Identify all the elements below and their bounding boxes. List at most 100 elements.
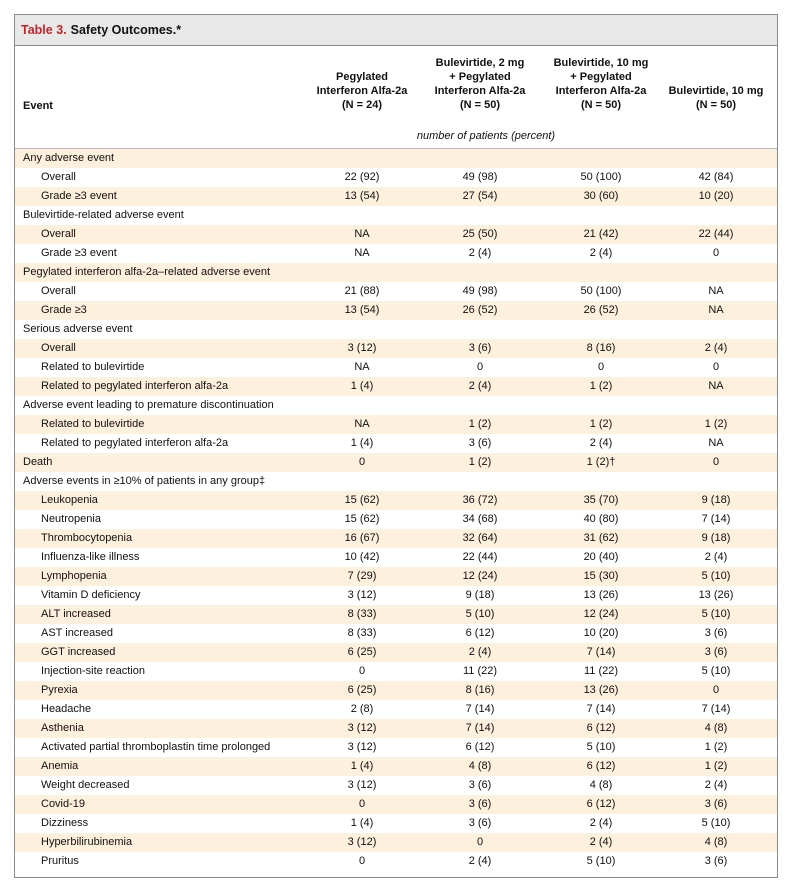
table-row: Pegylated interferon alfa-2a–related adv… bbox=[15, 263, 777, 282]
table-row: Injection-site reaction 0 11 (22) 11 (22) 5 … bbox=[15, 662, 777, 681]
row-value-col1: 21 (88) bbox=[344, 285, 380, 297]
row-value-col2: 4 (8) bbox=[468, 760, 492, 772]
row-label: Pegylated interferon alfa-2a–related adv… bbox=[23, 266, 271, 278]
table-row: Grade ≥3 event 13 (54) 27 (54) 30 (60) 10 (2… bbox=[15, 187, 777, 206]
row-value-col2: 36 (72) bbox=[462, 494, 498, 506]
row-value-col2: 3 (6) bbox=[468, 817, 492, 829]
row-value-col1: 8 (33) bbox=[347, 627, 377, 639]
row-value-col4: NA bbox=[708, 285, 724, 297]
row-value-col3: 6 (12) bbox=[586, 760, 616, 772]
row-value-col2: 11 (22) bbox=[462, 665, 498, 677]
row-value-col1: 0 bbox=[358, 798, 366, 810]
row-label: Adverse events in ≥10% of patients in an… bbox=[23, 475, 266, 487]
row-value-col2: 32 (64) bbox=[462, 532, 498, 544]
header-line: + Pegylated bbox=[449, 71, 511, 83]
table-row: ALT increased 8 (33) 5 (10) 12 (24) 5 (10) bbox=[15, 605, 777, 624]
header-line: (N = 50) bbox=[580, 99, 622, 111]
row-label: Grade ≥3 bbox=[41, 304, 87, 316]
row-value-col1: 13 (54) bbox=[344, 304, 380, 316]
table-row: Related to pegylated interferon alfa-2a 1… bbox=[15, 434, 777, 453]
row-value-col2: 5 (10) bbox=[465, 608, 495, 620]
row-value-col3: 2 (4) bbox=[589, 247, 613, 259]
row-value-col2: 3 (6) bbox=[468, 779, 492, 791]
header-line: Interferon Alfa-2a bbox=[434, 85, 526, 97]
row-value-col4: 9 (18) bbox=[701, 494, 731, 506]
row-value-col3: 26 (52) bbox=[583, 304, 619, 316]
row-value-col1: 13 (54) bbox=[344, 190, 380, 202]
table-row: Adverse event leading to premature disco… bbox=[15, 396, 777, 415]
row-value-col4: 22 (44) bbox=[698, 228, 734, 240]
row-value-col4: 2 (4) bbox=[704, 779, 728, 791]
row-label: Influenza-like illness bbox=[41, 551, 140, 563]
row-value-col2: 49 (98) bbox=[462, 171, 498, 183]
row-label: Grade ≥3 event bbox=[41, 247, 117, 259]
row-value-col3: 50 (100) bbox=[580, 171, 622, 183]
table-title-bar: Table 3. Safety Outcomes.* bbox=[15, 15, 777, 46]
row-value-col3: 21 (42) bbox=[583, 228, 619, 240]
table-row: Grade ≥3 event NA 2 (4) 2 (4) 0 bbox=[15, 244, 777, 263]
table-number: Table 3. bbox=[21, 23, 67, 37]
row-value-col3: 13 (26) bbox=[583, 589, 619, 601]
row-value-col4: 1 (2) bbox=[704, 760, 728, 772]
row-value-col2: 34 (68) bbox=[462, 513, 498, 525]
table-row: Pyrexia 6 (25) 8 (16) 13 (26) 0 bbox=[15, 681, 777, 700]
row-value-col4: 0 bbox=[712, 456, 720, 468]
table-row: Asthenia 3 (12) 7 (14) 6 (12) 4 (8) bbox=[15, 719, 777, 738]
row-value-col4: 3 (6) bbox=[704, 798, 728, 810]
row-value-col2: 3 (6) bbox=[468, 437, 492, 449]
row-value-col2: 7 (14) bbox=[465, 703, 495, 715]
row-value-col1: NA bbox=[354, 361, 370, 373]
row-value-col2: 2 (4) bbox=[468, 247, 492, 259]
table-row: Activated partial thromboplastin time pr… bbox=[15, 738, 777, 757]
header-col-bulevirtide-10mg: Bulevirtide, 10 mg (N = 50) bbox=[656, 84, 776, 112]
row-value-col1: 15 (62) bbox=[344, 513, 380, 525]
row-value-col3: 13 (26) bbox=[583, 684, 619, 696]
row-value-col4: NA bbox=[708, 380, 724, 392]
row-value-col4: 3 (6) bbox=[704, 627, 728, 639]
row-value-col1: 2 (8) bbox=[350, 703, 374, 715]
header-line: Bulevirtide, 2 mg bbox=[435, 57, 525, 69]
row-label: Overall bbox=[41, 342, 76, 354]
row-label: Related to pegylated interferon alfa-2a bbox=[41, 437, 229, 449]
header-line: Interferon Alfa-2a bbox=[555, 85, 647, 97]
row-value-col1: NA bbox=[354, 247, 370, 259]
row-value-col4: 4 (8) bbox=[704, 722, 728, 734]
header-event: Event bbox=[23, 100, 53, 112]
row-value-col1: 6 (25) bbox=[347, 684, 377, 696]
table-row: Related to bulevirtide NA 1 (2) 1 (2) 1 (2) bbox=[15, 415, 777, 434]
row-value-col4: 7 (14) bbox=[701, 703, 731, 715]
row-value-col1: 6 (25) bbox=[347, 646, 377, 658]
table-row: Lymphopenia 7 (29) 12 (24) 15 (30) 5 (10) bbox=[15, 567, 777, 586]
row-value-col3: 12 (24) bbox=[583, 608, 619, 620]
row-value-col3: 0 bbox=[597, 361, 605, 373]
row-value-col3: 1 (2)† bbox=[586, 456, 616, 468]
table-header: Event Pegylated Interferon Alfa-2a (N = 24… bbox=[15, 46, 777, 126]
table-row: Bulevirtide-related adverse event bbox=[15, 206, 777, 225]
row-value-col2: 2 (4) bbox=[468, 646, 492, 658]
table-row: Overall 21 (88) 49 (98) 50 (100) NA bbox=[15, 282, 777, 301]
row-label: Activated partial thromboplastin time pr… bbox=[41, 741, 271, 753]
units-label: number of patients (percent) bbox=[416, 130, 556, 142]
table-row: Overall 3 (12) 3 (6) 8 (16) 2 (4) bbox=[15, 339, 777, 358]
row-label: Weight decreased bbox=[41, 779, 130, 791]
row-value-col2: 2 (4) bbox=[468, 855, 492, 867]
table-row: Overall NA 25 (50) 21 (42) 22 (44) bbox=[15, 225, 777, 244]
table-row: Neutropenia 15 (62) 34 (68) 40 (80) 7 (14) bbox=[15, 510, 777, 529]
table-row: Vitamin D deficiency 3 (12) 9 (18) 13 (26) 1… bbox=[15, 586, 777, 605]
row-value-col3: 5 (10) bbox=[586, 741, 616, 753]
table-row: Thrombocytopenia 16 (67) 32 (64) 31 (62) 9 (… bbox=[15, 529, 777, 548]
table-row: Weight decreased 3 (12) 3 (6) 4 (8) 2 (4) bbox=[15, 776, 777, 795]
row-value-col1: NA bbox=[354, 228, 370, 240]
row-value-col2: 22 (44) bbox=[462, 551, 498, 563]
row-value-col3: 15 (30) bbox=[583, 570, 619, 582]
row-value-col3: 50 (100) bbox=[580, 285, 622, 297]
header-line: Bulevirtide, 10 mg bbox=[668, 85, 764, 97]
row-value-col4: 0 bbox=[712, 684, 720, 696]
row-label: Covid-19 bbox=[41, 798, 86, 810]
row-label: Pyrexia bbox=[41, 684, 78, 696]
row-label: GGT increased bbox=[41, 646, 116, 658]
row-value-col1: 0 bbox=[358, 456, 366, 468]
table-row: Covid-19 0 3 (6) 6 (12) 3 (6) bbox=[15, 795, 777, 814]
row-value-col1: 1 (4) bbox=[350, 437, 374, 449]
table-row: Leukopenia 15 (62) 36 (72) 35 (70) 9 (18) bbox=[15, 491, 777, 510]
